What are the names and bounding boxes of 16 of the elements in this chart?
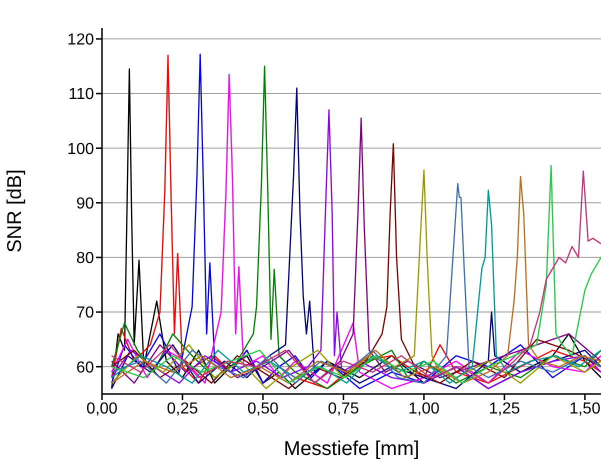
x-tick-label: 0,50: [247, 400, 279, 418]
x-tick-label: 1,50: [569, 400, 601, 418]
x-tick-label: 1,25: [488, 400, 520, 418]
y-tick-label: 70: [76, 304, 94, 322]
y-tick-label: 90: [76, 195, 94, 212]
y-tick-label: 80: [76, 250, 94, 268]
y-tick-label: 100: [67, 140, 94, 158]
y-tick-label: 120: [67, 32, 94, 49]
x-tick-label: 0,75: [328, 400, 360, 418]
x-tick-label: 0,25: [166, 400, 198, 418]
y-axis-title: SNR [dB]: [4, 169, 26, 253]
y-tick-label: 110: [68, 86, 94, 104]
x-tick-label: 1,00: [408, 400, 440, 418]
x-tick-label: 0,00: [86, 400, 118, 418]
y-tick-label: 60: [76, 359, 94, 376]
x-axis-title: Messtiefe [mm]: [284, 438, 420, 459]
